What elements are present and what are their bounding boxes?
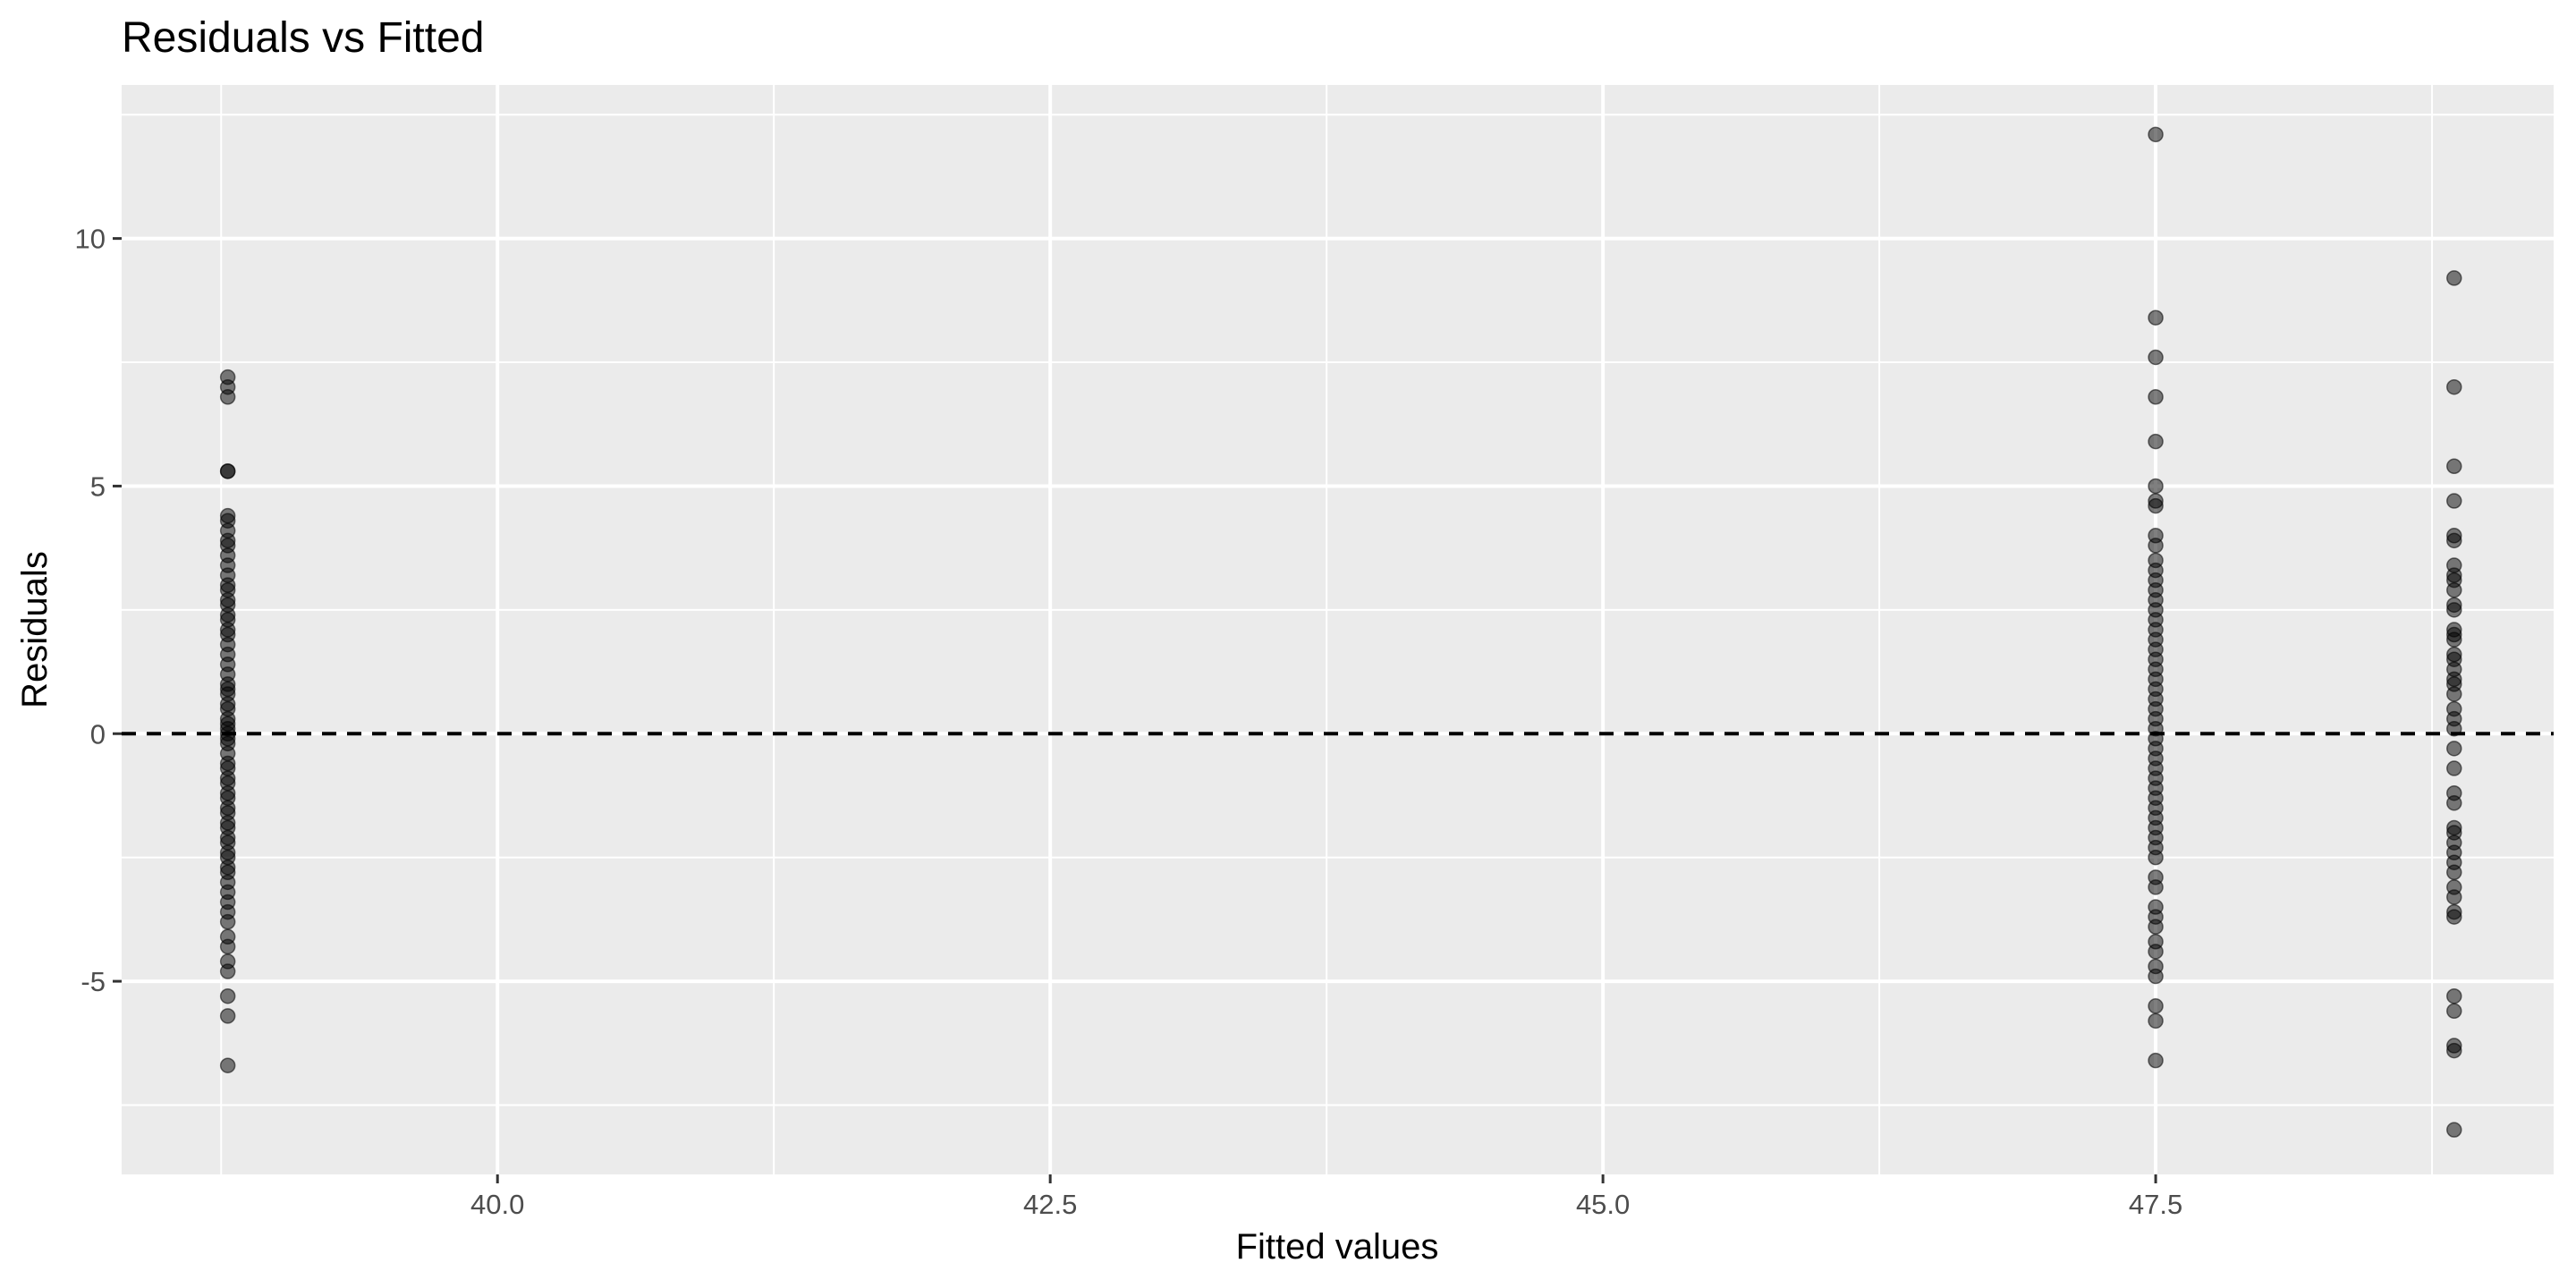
- y-tick-label: 5: [90, 470, 106, 502]
- data-point: [2148, 349, 2164, 366]
- data-point: [2148, 849, 2164, 866]
- x-tick-label: 47.5: [2129, 1189, 2182, 1220]
- data-point: [2148, 919, 2164, 935]
- data-point: [2446, 1122, 2462, 1138]
- data-point: [2148, 433, 2164, 450]
- data-point: [2148, 998, 2164, 1014]
- data-point: [2148, 1013, 2164, 1030]
- x-tick-label: 40.0: [470, 1189, 524, 1220]
- residual-points: [219, 126, 2462, 1138]
- data-point: [219, 987, 236, 1004]
- data-point: [2446, 631, 2462, 648]
- y-tick-label: -5: [80, 966, 106, 997]
- x-tick-label: 45.0: [1576, 1189, 1630, 1220]
- x-tick-label: 42.5: [1023, 1189, 1077, 1220]
- data-point: [2446, 270, 2462, 286]
- x-axis-ticks: 40.0 42.5 45.0 47.5: [470, 1174, 2182, 1220]
- data-point: [2148, 968, 2164, 985]
- data-point: [2446, 889, 2462, 905]
- data-point: [2446, 909, 2462, 925]
- data-point: [2148, 389, 2164, 405]
- data-point: [2446, 864, 2462, 881]
- data-point: [2446, 686, 2462, 702]
- data-point: [219, 913, 236, 930]
- plot-panel: [122, 85, 2554, 1174]
- data-point: [219, 938, 236, 955]
- data-point: [2148, 478, 2164, 495]
- data-point: [2446, 987, 2462, 1004]
- data-point: [2446, 720, 2462, 737]
- data-point: [219, 389, 236, 405]
- y-axis-ticks: -5 0 5 10: [75, 224, 122, 997]
- data-point: [2446, 1003, 2462, 1020]
- data-point: [2446, 602, 2462, 618]
- data-point: [2446, 532, 2462, 549]
- minor-gridlines: [122, 85, 2554, 1174]
- data-point: [2446, 760, 2462, 776]
- data-point: [2446, 1042, 2462, 1059]
- data-point: [2446, 458, 2462, 475]
- data-point: [2148, 309, 2164, 326]
- data-point: [2148, 944, 2164, 960]
- x-axis-label: Fitted values: [1236, 1227, 1439, 1267]
- data-point: [2446, 741, 2462, 757]
- data-point: [2446, 795, 2462, 811]
- y-axis-label: Residuals: [15, 551, 55, 708]
- data-point: [219, 1057, 236, 1073]
- data-point: [2148, 497, 2164, 514]
- data-point: [2148, 126, 2164, 143]
- chart-title: Residuals vs Fitted: [122, 14, 485, 62]
- data-point: [2148, 879, 2164, 895]
- data-point: [2446, 581, 2462, 598]
- data-point: [219, 963, 236, 979]
- data-point: [2148, 538, 2164, 554]
- data-point: [219, 463, 236, 479]
- data-point: [2148, 1052, 2164, 1069]
- data-point: [219, 1008, 236, 1024]
- y-tick-label: 0: [90, 718, 106, 750]
- data-point: [2446, 378, 2462, 395]
- y-tick-label: 10: [75, 224, 106, 255]
- data-point: [2446, 493, 2462, 509]
